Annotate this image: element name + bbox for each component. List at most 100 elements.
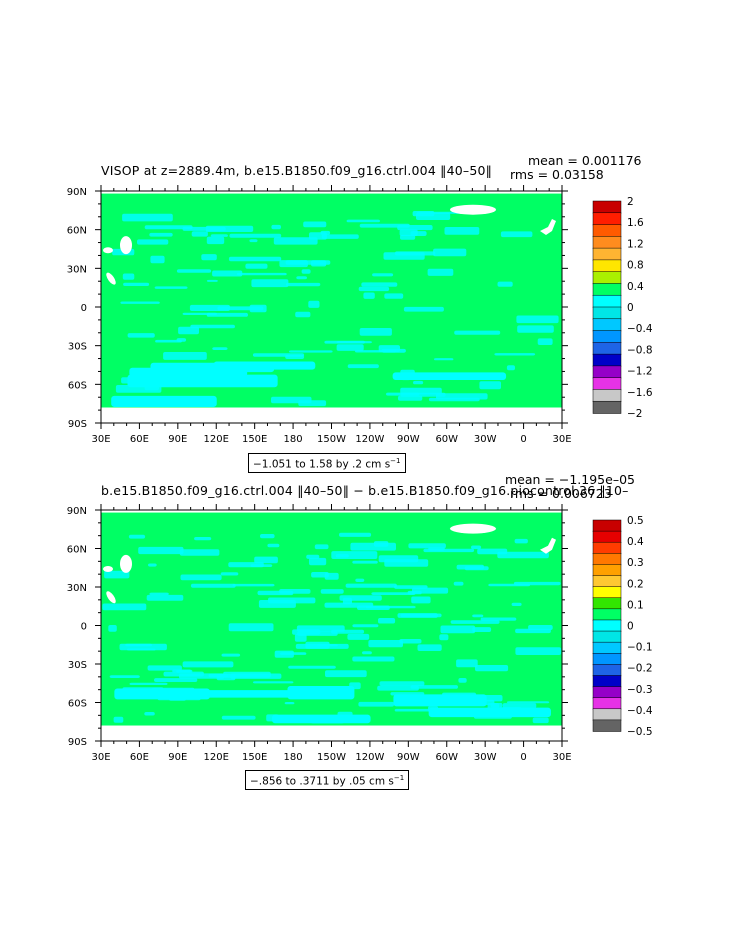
colorbar-label: 0.5 xyxy=(627,515,644,527)
negative-contour-patch xyxy=(190,583,236,588)
negative-contour-patch xyxy=(212,270,243,277)
negative-contour-patch xyxy=(427,268,454,276)
negative-contour-patch xyxy=(417,644,442,651)
negative-contour-patch xyxy=(528,625,553,630)
negative-contour-patch xyxy=(294,634,307,642)
x-tick-label: 120W xyxy=(355,752,384,763)
contour-info-text: −1.051 to 1.58 by .2 cm s xyxy=(253,458,391,471)
negative-contour-patch xyxy=(336,344,364,351)
colorbar-swatch xyxy=(592,653,622,666)
negative-contour-patch xyxy=(113,716,124,723)
colorbar-label: 0 xyxy=(627,621,634,633)
negative-contour-patch xyxy=(127,374,278,388)
land-mask-greenland xyxy=(450,523,496,534)
negative-contour-patch xyxy=(362,651,372,655)
x-tick-label: 30E xyxy=(552,434,571,445)
x-tick-label: 30E xyxy=(552,752,571,763)
y-tick-label: 0 xyxy=(81,622,87,633)
negative-contour-patch xyxy=(309,557,327,566)
negative-contour-patch xyxy=(147,665,182,671)
negative-contour-patch xyxy=(453,581,464,586)
negative-contour-patch xyxy=(399,639,422,644)
negative-contour-patch xyxy=(379,681,425,686)
negative-contour-patch xyxy=(515,647,562,655)
negative-contour-patch xyxy=(475,665,509,672)
negative-contour-patch xyxy=(271,396,312,404)
negative-contour-patch xyxy=(228,623,274,632)
colorbar-swatch xyxy=(592,641,622,655)
negative-contour-patch xyxy=(229,233,282,238)
negative-contour-patch xyxy=(253,681,294,684)
negative-contour-patch xyxy=(357,605,390,610)
negative-contour-patch xyxy=(537,338,553,345)
negative-contour-patch xyxy=(109,675,140,678)
colorbar-label: −0.3 xyxy=(627,684,653,696)
negative-contour-patch xyxy=(228,256,282,262)
negative-contour-patch xyxy=(120,301,160,304)
colorbar-swatch xyxy=(592,586,622,599)
colorbar-label: 1.2 xyxy=(627,238,644,250)
negative-contour-patch xyxy=(285,354,305,359)
negative-contour-patch xyxy=(321,234,359,239)
negative-contour-patch xyxy=(205,225,254,232)
land-mask-red-sea xyxy=(106,591,116,604)
rms-value: rms = 0.006723 xyxy=(510,486,612,501)
x-tick-label: 30W xyxy=(474,752,497,763)
negative-contour-patch xyxy=(288,665,336,669)
negative-contour-patch xyxy=(191,231,208,237)
negative-contour-patch xyxy=(410,685,458,689)
negative-contour-patch xyxy=(378,555,419,563)
negative-contour-patch xyxy=(232,583,275,587)
negative-contour-patch xyxy=(458,678,467,683)
negative-contour-patch xyxy=(212,347,228,350)
negative-contour-patch xyxy=(123,282,150,286)
negative-contour-patch xyxy=(260,534,275,539)
land-mask-baltic xyxy=(540,218,556,235)
negative-contour-patch xyxy=(180,574,222,581)
negative-contour-patch xyxy=(178,326,199,335)
x-tick-label: 0 xyxy=(520,434,526,445)
negative-contour-patch xyxy=(352,560,378,564)
negative-contour-patch xyxy=(480,617,517,621)
x-tick-label: 150E xyxy=(242,752,267,763)
negative-contour-patch xyxy=(250,564,273,567)
negative-contour-patch xyxy=(350,542,396,551)
contour-info-text: −.856 to .3711 by .05 cm s xyxy=(250,775,394,788)
x-tick-label: 60W xyxy=(435,752,458,763)
negative-contour-patch xyxy=(163,671,204,677)
negative-contour-patch xyxy=(393,694,487,707)
negative-contour-patch xyxy=(516,315,559,324)
negative-contour-patch xyxy=(295,311,311,318)
colorbar-label: 0 xyxy=(627,302,634,314)
x-tick-label: 180 xyxy=(284,434,303,445)
colorbar-label: 0.8 xyxy=(627,260,644,272)
colorbar-swatch xyxy=(592,597,622,610)
negative-contour-patch xyxy=(454,330,501,335)
negative-contour-patch xyxy=(394,585,428,589)
negative-contour-patch xyxy=(511,602,522,606)
y-tick-label: 30S xyxy=(68,660,87,671)
unit-exponent: −1 xyxy=(390,457,401,465)
land-mask-caspian xyxy=(120,554,132,573)
colorbar-label: −0.4 xyxy=(627,323,653,335)
negative-contour-patch xyxy=(221,715,256,720)
negative-contour-patch xyxy=(292,629,321,635)
y-tick-label: 60S xyxy=(68,699,87,710)
colorbar-label: −0.4 xyxy=(627,705,653,717)
negative-contour-patch xyxy=(423,548,475,553)
land-mask-caspian xyxy=(120,236,132,255)
negative-contour-patch xyxy=(125,643,153,647)
colorbar-swatch xyxy=(592,519,622,532)
land-mask-antarctica xyxy=(101,407,562,423)
negative-contour-patch xyxy=(428,707,551,718)
y-tick-label: 60S xyxy=(68,380,87,391)
negative-contour-patch xyxy=(411,596,431,604)
negative-contour-patch xyxy=(363,292,375,299)
negative-contour-patch xyxy=(433,248,467,257)
negative-contour-patch xyxy=(506,365,515,371)
negative-contour-patch xyxy=(182,312,218,315)
colorbar-label: 2 xyxy=(627,196,634,208)
negative-contour-patch xyxy=(287,686,355,700)
negative-contour-patch xyxy=(400,234,416,240)
